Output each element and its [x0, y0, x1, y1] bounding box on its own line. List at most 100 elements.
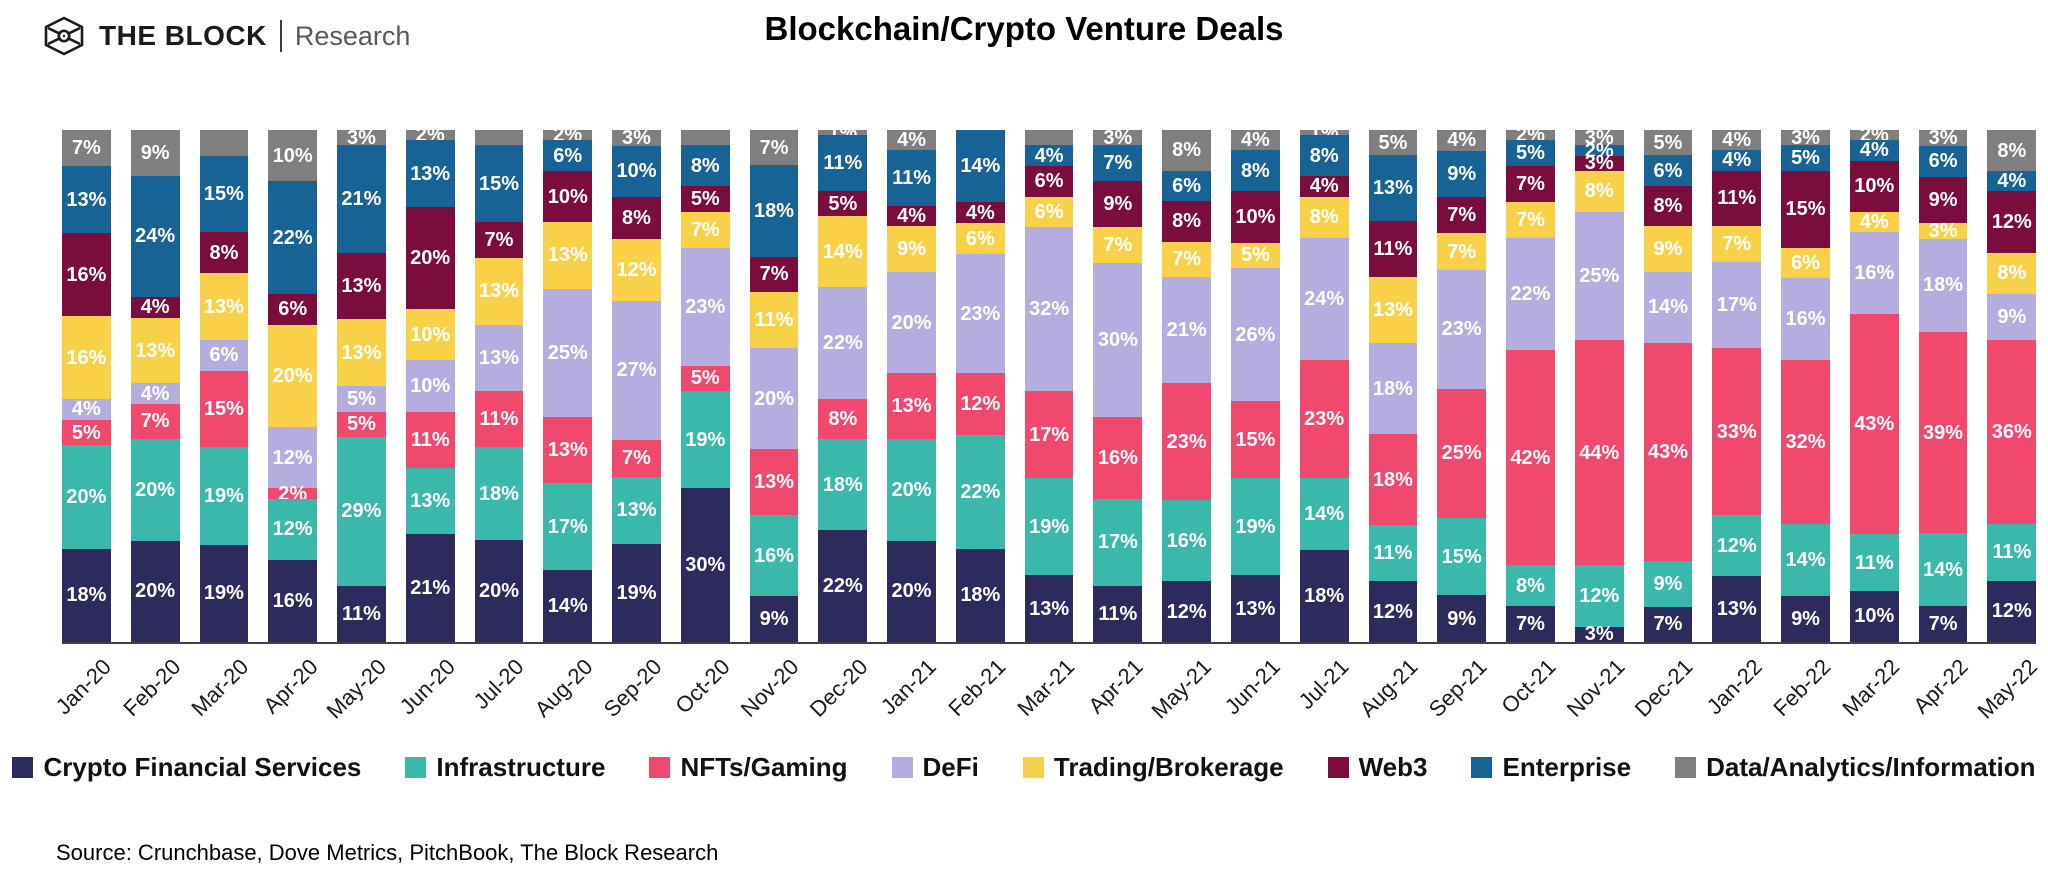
segment-value-label: 7%	[484, 229, 514, 252]
bar-segment: 15%	[1781, 170, 1830, 248]
x-axis-label: Jan-21	[876, 654, 942, 720]
bar-segment: 16%	[1093, 416, 1143, 499]
brand-name: THE BLOCK	[99, 20, 267, 51]
brand-suffix-research: Research	[294, 20, 411, 51]
bar-segment: 8%	[1299, 135, 1349, 177]
segment-value-label: 20%	[891, 580, 932, 603]
bar-segment: 4%	[1024, 145, 1074, 166]
bar-segment: 20%	[405, 206, 455, 310]
segment-value-label: 3%	[1584, 152, 1614, 175]
bar-segment: 18%	[1299, 549, 1349, 642]
segment-value-label: 4%	[1859, 139, 1889, 162]
bar-segment: 12%	[268, 426, 318, 489]
segment-value-label: 33%	[1716, 420, 1757, 443]
bar-segment: 3%	[337, 130, 386, 148]
bar-segment: 22%	[818, 287, 868, 399]
segment-value-label: 12%	[1716, 534, 1757, 557]
bar-segment: 6%	[1162, 170, 1212, 201]
bar-segment: 7%	[680, 211, 730, 248]
stacked-bar: 13% 19% 15% 26% 5% 10% 8% 4%	[1231, 130, 1280, 642]
bar-column-Jan-20: 18% 20% 5% 4% 16% 16% 13% 7% Jan-20	[51, 130, 116, 719]
segment-value-label: 24%	[1304, 287, 1345, 310]
segment-value-label: 26%	[1235, 323, 1276, 346]
bar-segment: 13%	[199, 273, 249, 340]
segment-value-label: 13%	[203, 295, 244, 318]
bar-segment: 5%	[337, 411, 386, 438]
bar-segment: 9%	[887, 226, 936, 272]
segment-value-label: 3%	[1928, 219, 1958, 242]
legend: Crypto Financial Services Infrastructure N…	[0, 752, 2048, 783]
segment-value-label: 9%	[1928, 188, 1958, 211]
bar-segment: 17%	[1093, 498, 1143, 586]
bar-column-Dec-20: 22%18%8%22%14%5%11%1%Dec-20	[805, 130, 873, 722]
bar-segment: 4%	[955, 202, 1005, 224]
x-axis-label: Apr-22	[1908, 654, 1973, 719]
segment-value-label: 7%	[1516, 613, 1545, 636]
stacked-bar: 3% 12% 44% 25% 8% 3% 2% 3%	[1574, 130, 1624, 642]
segment-value-label: 11%	[1373, 542, 1413, 565]
segment-value-label: 11%	[823, 151, 863, 174]
bar-segment: 23%	[955, 254, 1005, 374]
legend-item: NFTs/Gaming	[649, 752, 848, 783]
segment-value-label: 4%	[1722, 149, 1752, 172]
x-axis-label: Apr-20	[258, 654, 323, 719]
bar-segment: 6%	[1918, 145, 1968, 177]
segment-value-label: 20%	[891, 311, 932, 334]
bar-column-Jul-21: 18%14%23%24%8%4%8%1%Jul-21	[1294, 130, 1354, 714]
the-block-logo: THE BLOCK Research	[42, 16, 410, 56]
segment-value-label: 11%	[1854, 551, 1894, 574]
x-axis-label: Jan-22	[1701, 654, 1767, 720]
legend-swatch	[1327, 757, 1349, 778]
bar-segment: 25%	[1574, 211, 1624, 340]
bar-segment: 6%	[199, 339, 249, 371]
segment-value-label: 25%	[1441, 442, 1482, 465]
stacked-bar: 9% 14% 32% 16% 6% 15% 5% 3%	[1781, 130, 1830, 642]
segment-value-label: 4%	[140, 382, 170, 405]
stacked-bar: 19% 13% 7% 27% 12% 8% 10% 3%	[612, 130, 661, 642]
bar-segment: 21%	[1162, 277, 1212, 384]
bar-segment: 8%	[1987, 130, 2037, 171]
stacked-bar: 30% 19% 5% 23% 7% 5% 8%	[680, 130, 730, 642]
segment-value-label: 6%	[209, 344, 239, 367]
segment-value-label: 18%	[754, 200, 795, 223]
legend-swatch	[1675, 757, 1697, 778]
segment-value-label: 7%	[1928, 612, 1958, 635]
bar-segment: 44%	[1574, 339, 1624, 566]
bar-segment: 7%	[612, 440, 661, 477]
bar-segment: 3%	[1781, 130, 1830, 148]
segment-value-label: 15%	[1235, 428, 1276, 451]
legend-swatch	[405, 757, 427, 778]
bar-segment: 32%	[1024, 227, 1074, 392]
segment-value-label: 7%	[1172, 248, 1202, 271]
segment-value-label: 30%	[1097, 328, 1138, 351]
segment-value-label: 18%	[822, 473, 863, 496]
segment-value-label: 13%	[547, 244, 588, 267]
segment-value-label: 15%	[203, 398, 244, 421]
stacked-bar: 20% 20% 7% 4% 13% 4% 24% 9%	[130, 130, 180, 642]
segment-value-label: 8%	[1516, 574, 1545, 597]
bar-segment: 13%	[1024, 575, 1074, 642]
bar-segment: 13%	[405, 467, 455, 535]
bar-segment: 4%	[1987, 170, 2037, 192]
bar-segment: 8%	[1231, 150, 1280, 192]
bar-column-Oct-21: 7% 8% 42% 22% 7% 7% 5% 2% Oct-21	[1496, 130, 1560, 718]
segment-value-label: 13%	[341, 341, 382, 364]
bar-column-Jul-20: 20% 18% 11% 13% 13% 7% 15% Jul-20	[469, 130, 529, 714]
bar-segment: 15%	[199, 370, 249, 448]
bar-segment: 12%	[955, 373, 1005, 436]
bar-segment: 7%	[1506, 606, 1555, 642]
bar-segment: 9%	[130, 130, 180, 176]
segment-value-label: 20%	[272, 364, 313, 387]
segment-value-label: 7%	[1516, 208, 1545, 231]
bar-column-Jan-22: 13% 12% 33% 17% 7% 11% 4% 4% Jan-22	[1701, 130, 1767, 719]
stacked-bar: 13% 19% 17% 32% 6% 6% 4%	[1024, 130, 1074, 642]
bar-segment: 7%	[1162, 241, 1212, 278]
segment-value-label: 29%	[341, 500, 382, 523]
bar-segment: 4%	[130, 382, 180, 405]
segment-value-label: 2%	[1584, 139, 1614, 162]
segment-value-label: 15%	[1785, 198, 1826, 221]
segment-value-label: 5%	[1653, 131, 1683, 154]
legend-label: Enterprise	[1502, 752, 1632, 782]
bar-segment: 6%	[1643, 155, 1693, 186]
bar-segment: 43%	[1643, 342, 1693, 561]
